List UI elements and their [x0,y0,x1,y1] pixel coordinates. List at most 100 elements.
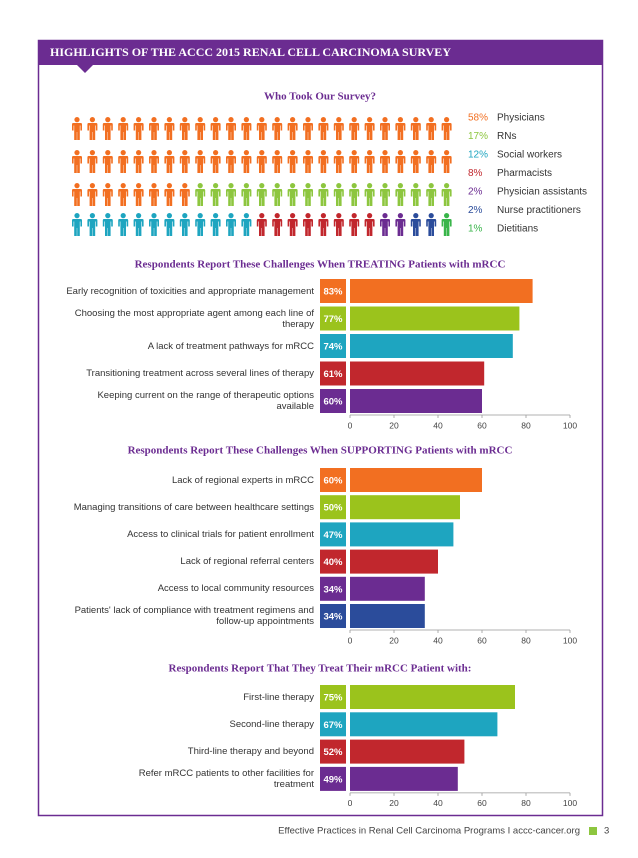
icon-head [243,117,249,123]
value-box [320,604,346,628]
x-tick-label: 60 [477,798,487,808]
person-icon [287,117,298,140]
person-icon [272,117,283,140]
person-icon [395,213,406,236]
icon-body [349,189,360,206]
bar [350,468,482,492]
icon-body [410,156,421,173]
icon-body [149,156,159,173]
legend-value: 2% [468,205,483,216]
icon-head [290,183,296,189]
icon-head [120,213,126,219]
icon-body [149,219,159,236]
value-box [320,549,346,574]
value-label: 60% [323,476,343,487]
icon-body [195,156,206,173]
person-icon [256,213,267,236]
icon-head [413,117,419,123]
icon-head [320,183,326,189]
x-tick-label: 0 [348,420,353,430]
person-icon [426,213,437,236]
legend-value: 1% [468,224,483,235]
icon-head [290,213,296,219]
icon-body [364,219,375,236]
icon-body [287,156,298,173]
icon-body [179,156,190,173]
category-label: Refer mRCC patients to other facilities … [138,767,314,790]
icon-body [256,219,267,236]
icon-head [89,213,95,219]
icon-body [441,123,452,140]
chart-title: Who Took Our Survey? [264,91,376,103]
value-label: 74% [323,342,343,353]
x-tick-label: 40 [433,420,443,430]
icon-body [303,123,313,140]
value-box [320,468,346,492]
value-box [320,279,346,303]
person-icon [318,183,329,206]
icon-head [382,183,388,189]
icon-head [120,183,126,189]
person-icon [149,213,159,236]
person-icon [164,117,175,140]
person-icon [118,117,129,140]
icon-body [102,123,113,140]
icon-body [318,123,329,140]
person-icon [133,213,144,236]
icon-body [395,219,406,236]
icon-body [287,123,298,140]
bar [350,522,454,547]
category-label: Patients' lack of compliance with treatm… [74,605,314,627]
icon-head [274,117,280,123]
icon-body [72,156,82,173]
icon-head [259,213,265,219]
icon-head [74,213,80,219]
icon-head [74,183,80,189]
category-label: Managing transitions of care between hea… [73,501,314,513]
value-box [320,522,346,547]
icon-body [179,123,190,140]
icon-head [105,213,111,219]
icon-body [195,123,206,140]
chart-title: Respondents Report These Challenges When… [135,259,506,271]
person-icon [87,117,98,140]
icon-body [272,123,283,140]
person-icon [287,150,298,173]
person-icon [272,183,283,206]
icon-head [105,117,111,123]
value-box [320,361,346,386]
icon-body [349,219,360,236]
value-box [320,389,346,413]
person-icon [380,213,390,236]
value-label: 34% [323,584,343,595]
person-icon [303,150,313,173]
person-icon [272,213,283,236]
icon-body [349,156,360,173]
icon-body [102,156,113,173]
icon-body [272,189,283,206]
person-icon [118,183,129,206]
person-icon [303,117,313,140]
person-icon [287,183,298,206]
icon-head [305,213,311,219]
header-bar [38,40,603,65]
person-icon [426,117,437,140]
person-icon [395,117,406,140]
legend-label: Social workers [497,150,562,161]
icon-head [182,213,188,219]
category-label: Lack of regional experts in mRCC [171,474,314,486]
person-icon [441,183,452,206]
legend-value: 58% [468,113,488,124]
icon-head [382,150,388,156]
icon-head [413,150,419,156]
header-pointer [76,64,94,73]
icon-body [164,189,175,206]
icon-head [274,183,280,189]
person-icon [256,183,267,206]
icon-head [151,150,157,156]
person-icon [395,150,406,173]
icon-body [256,123,267,140]
icon-body [364,189,375,206]
icon-body [410,123,421,140]
icon-head [351,117,357,123]
